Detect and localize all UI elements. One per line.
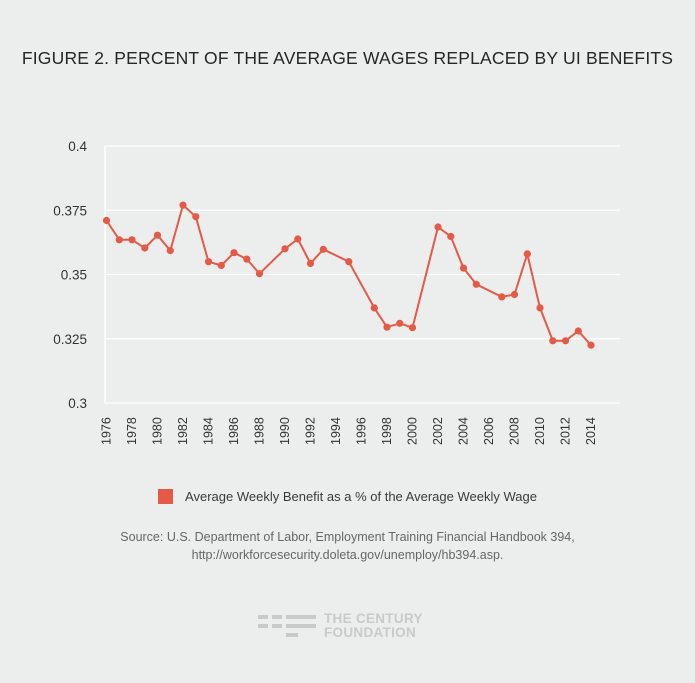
series-line	[105, 204, 592, 346]
y-tick-label: 0.4	[68, 139, 87, 154]
data-point	[255, 270, 264, 278]
data-point	[587, 341, 595, 349]
logo-mark-icon	[258, 615, 316, 637]
x-tick-label: 1994	[329, 417, 343, 445]
data-point	[561, 337, 570, 345]
data-point	[447, 232, 455, 241]
data-point	[536, 304, 544, 312]
data-point	[510, 290, 519, 299]
x-tick-label: 2004	[457, 417, 471, 445]
data-point	[319, 245, 327, 253]
data-point	[523, 250, 531, 258]
x-tick-label: 1976	[100, 417, 114, 445]
x-tick-label: 1980	[151, 417, 165, 445]
x-tick-label: 2012	[559, 417, 573, 445]
data-point	[141, 244, 149, 252]
logo-line-2: FOUNDATION	[324, 625, 416, 640]
x-tick-label: 2006	[482, 417, 496, 445]
x-tick-label: 2014	[584, 417, 598, 445]
data-point	[294, 235, 302, 243]
data-point	[115, 236, 123, 244]
data-point	[472, 280, 480, 288]
x-tick-label: 2002	[431, 417, 445, 445]
y-tick-label: 0.325	[53, 332, 87, 347]
data-point	[217, 261, 225, 270]
y-tick-label: 0.375	[53, 203, 87, 218]
x-tick-label: 1998	[380, 417, 394, 445]
data-point	[179, 201, 187, 209]
logo-line-1: THE CENTURY	[324, 611, 423, 626]
data-point	[549, 337, 557, 345]
data-point	[243, 255, 251, 263]
data-point	[204, 258, 213, 266]
y-tick-label: 0.35	[61, 268, 87, 283]
legend-swatch	[158, 489, 174, 504]
data-point	[153, 231, 162, 239]
data-point	[370, 304, 378, 312]
data-point	[128, 236, 136, 244]
data-point	[166, 247, 174, 255]
x-tick-label: 1988	[253, 417, 267, 445]
x-tick-label: 1982	[176, 417, 190, 445]
century-foundation-logo: THE CENTURY FOUNDATION	[258, 612, 423, 640]
source-line-1: Source: U.S. Department of Labor, Employ…	[120, 530, 575, 544]
data-point	[383, 323, 391, 331]
x-tick-label: 1996	[355, 417, 369, 445]
data-point	[192, 213, 200, 221]
data-point	[102, 216, 111, 225]
x-tick-label: 1978	[125, 417, 139, 445]
data-point	[281, 245, 289, 253]
data-point	[230, 249, 238, 257]
legend: Average Weekly Benefit as a % of the Ave…	[0, 489, 695, 504]
data-point	[396, 319, 404, 327]
data-point	[345, 258, 353, 266]
x-tick-label: 1984	[202, 417, 216, 445]
x-tick-label: 1992	[304, 417, 318, 445]
data-point	[408, 324, 417, 332]
data-point	[434, 223, 442, 231]
data-point	[459, 264, 468, 272]
x-tick-label: 2010	[533, 417, 547, 445]
x-tick-label: 2008	[508, 417, 522, 445]
chart-title: FIGURE 2. PERCENT OF THE AVERAGE WAGES R…	[21, 48, 674, 68]
y-tick-label: 0.3	[68, 396, 87, 411]
x-tick-label: 1990	[278, 417, 292, 445]
source-note: Source: U.S. Department of Labor, Employ…	[0, 528, 695, 564]
data-point	[574, 327, 582, 335]
legend-label: Average Weekly Benefit as a % of the Ave…	[185, 489, 537, 504]
x-tick-label: 2000	[406, 417, 420, 445]
x-tick-label: 1986	[227, 417, 241, 445]
data-point	[498, 293, 506, 301]
source-line-2: http://workforcesecurity.doleta.gov/unem…	[191, 548, 504, 562]
data-point	[306, 259, 315, 267]
